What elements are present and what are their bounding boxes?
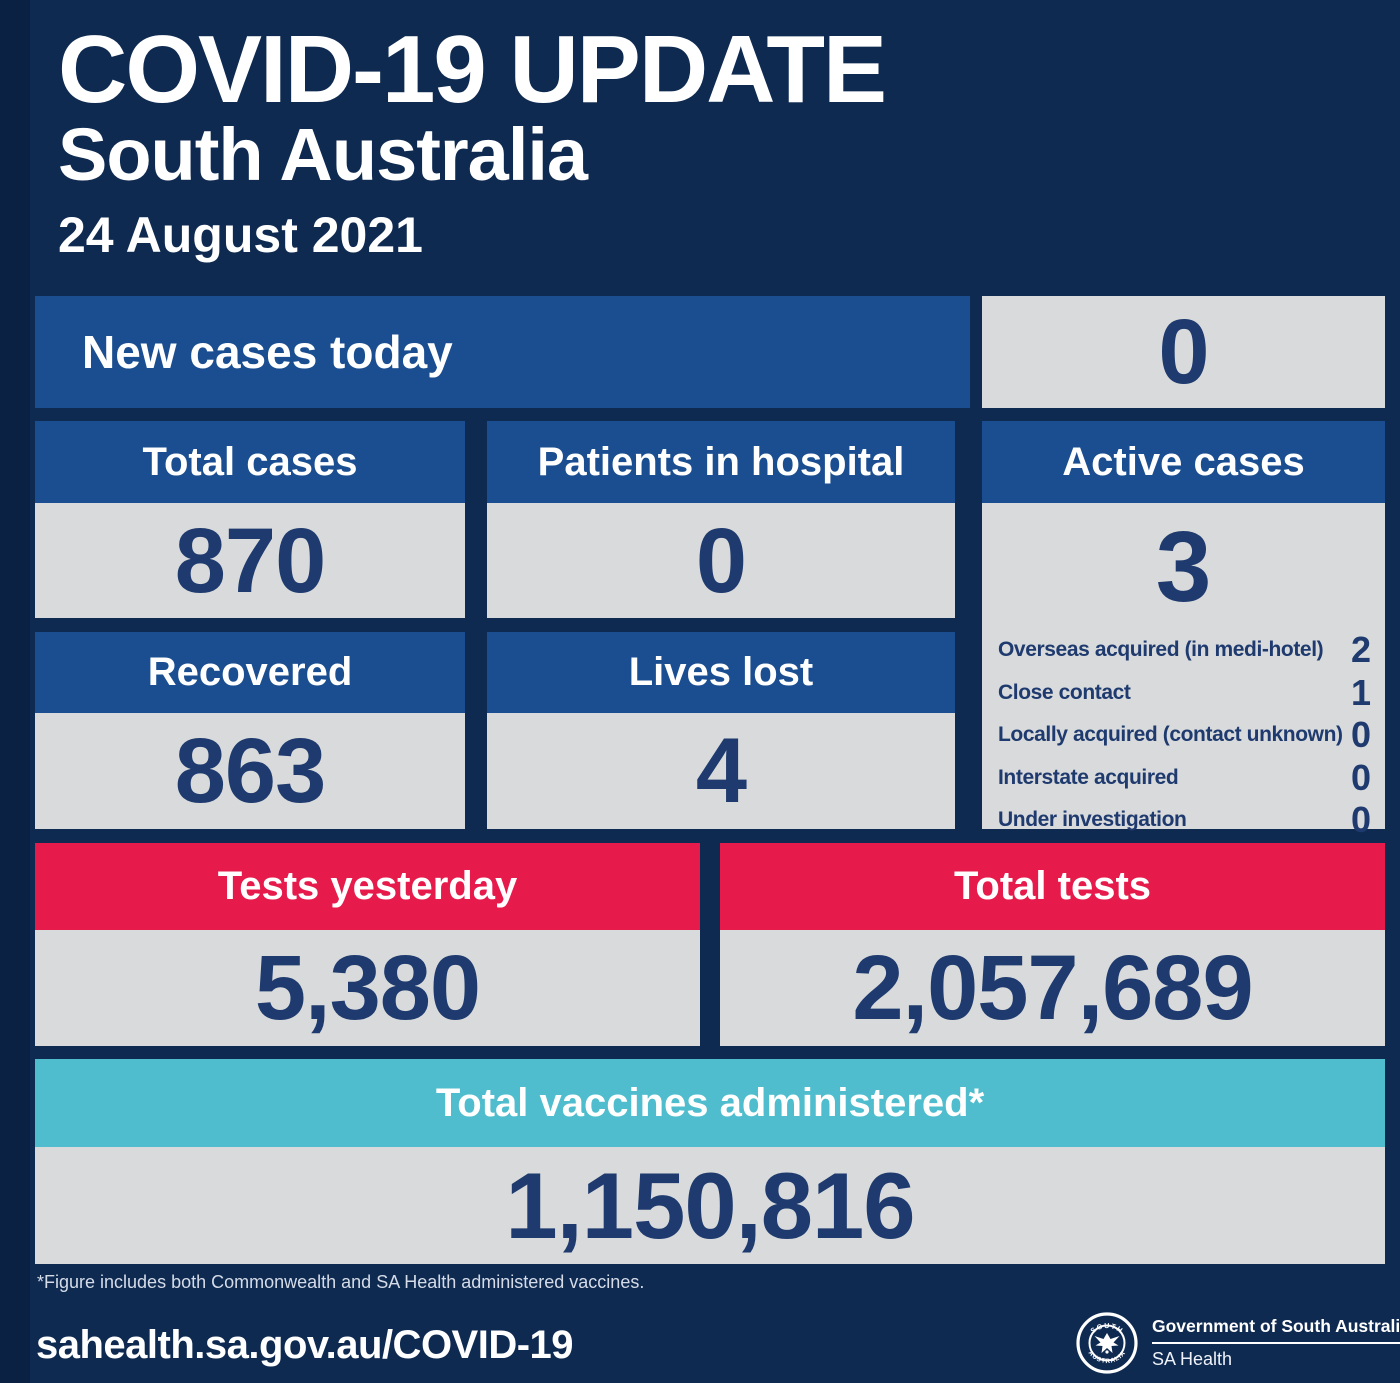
breakdown-row-interstate: Interstate acquired 0 xyxy=(998,757,1371,800)
total-cases-value-box: 870 xyxy=(35,503,465,618)
patients-in-hospital-label: Patients in hospital xyxy=(537,439,905,484)
active-cases-header: Active cases xyxy=(982,421,1385,503)
svg-text:SOUTH: SOUTH xyxy=(1089,1321,1126,1335)
recovered-header: Recovered xyxy=(35,632,465,713)
breakdown-label: Under investigation xyxy=(998,808,1187,832)
active-cases-value: 3 xyxy=(1155,511,1212,623)
total-tests-value: 2,057,689 xyxy=(852,937,1253,1039)
lives-lost-header: Lives lost xyxy=(487,632,955,713)
piping-shrike-bird xyxy=(1094,1333,1120,1353)
left-edge-shade xyxy=(0,0,30,1383)
breakdown-row-close-contact: Close contact 1 xyxy=(998,672,1371,715)
tests-yesterday-value-box: 5,380 xyxy=(35,930,700,1046)
lives-lost-label: Lives lost xyxy=(628,650,814,694)
total-tests-value-box: 2,057,689 xyxy=(720,930,1385,1046)
vaccines-value: 1,150,816 xyxy=(505,1152,915,1258)
government-logo-line1: Government of South Australia xyxy=(1152,1316,1400,1344)
recovered-label: Recovered xyxy=(147,650,353,694)
recovered-value: 863 xyxy=(174,720,326,822)
new-cases-value-box: 0 xyxy=(982,296,1385,408)
tests-yesterday-label: Tests yesterday xyxy=(217,864,518,908)
new-cases-label: New cases today xyxy=(82,326,453,378)
breakdown-label: Locally acquired (contact unknown) xyxy=(998,723,1343,747)
website-url: sahealth.sa.gov.au/COVID-19 xyxy=(36,1323,574,1367)
lives-lost-value-box: 4 xyxy=(487,713,955,829)
breakdown-label: Interstate acquired xyxy=(998,765,1179,789)
total-tests-label: Total tests xyxy=(953,864,1152,908)
south-australia-emblem-icon: SOUTH AUSTRALIA xyxy=(1076,1312,1138,1374)
lives-lost-value: 4 xyxy=(695,720,747,822)
active-cases-label: Active cases xyxy=(1062,439,1305,484)
total-cases-label: Total cases xyxy=(142,439,358,484)
footnote: *Figure includes both Commonwealth and S… xyxy=(37,1272,645,1292)
page-title: COVID-19 UPDATE xyxy=(58,16,887,123)
government-logo-line2: SA Health xyxy=(1152,1349,1233,1369)
breakdown-value: 0 xyxy=(1350,799,1371,841)
total-cases-header: Total cases xyxy=(35,421,465,503)
breakdown-row-overseas: Overseas acquired (in medi-hotel) 2 xyxy=(998,629,1371,672)
vaccines-header: Total vaccines administered* xyxy=(35,1059,1385,1147)
breakdown-row-local: Locally acquired (contact unknown) 0 xyxy=(998,714,1371,757)
breakdown-label: Overseas acquired (in medi-hotel) xyxy=(998,638,1324,662)
active-cases-body: 3 Overseas acquired (in medi-hotel) 2 Cl… xyxy=(982,503,1385,840)
breakdown-value: 2 xyxy=(1350,629,1371,671)
tests-yesterday-header: Tests yesterday xyxy=(35,843,700,930)
patients-in-hospital-value-box: 0 xyxy=(487,503,955,618)
patients-in-hospital-header: Patients in hospital xyxy=(487,421,955,503)
tests-yesterday-value: 5,380 xyxy=(254,937,481,1039)
total-cases-value: 870 xyxy=(174,509,326,612)
page-subtitle: South Australia xyxy=(58,113,588,196)
breakdown-row-investigation: Under investigation 0 xyxy=(998,799,1371,842)
breakdown-label: Close contact xyxy=(998,680,1131,704)
vaccines-label: Total vaccines administered* xyxy=(435,1080,985,1125)
breakdown-value: 1 xyxy=(1350,671,1371,713)
recovered-value-box: 863 xyxy=(35,713,465,829)
government-logo-text: Government of South Australia SA Health xyxy=(1152,1316,1400,1370)
government-logo: SOUTH AUSTRALIA Government of South Aust… xyxy=(1076,1312,1400,1374)
total-tests-header: Total tests xyxy=(720,843,1385,930)
vaccines-value-box: 1,150,816 xyxy=(35,1147,1385,1264)
breakdown-value: 0 xyxy=(1350,756,1371,798)
new-cases-value: 0 xyxy=(1158,301,1209,403)
breakdown-value: 0 xyxy=(1350,714,1371,756)
report-date: 24 August 2021 xyxy=(58,207,423,263)
patients-in-hospital-value: 0 xyxy=(695,509,747,612)
new-cases-label-bar: New cases today xyxy=(35,296,970,408)
active-cases-breakdown: Overseas acquired (in medi-hotel) 2 Clos… xyxy=(998,629,1371,842)
